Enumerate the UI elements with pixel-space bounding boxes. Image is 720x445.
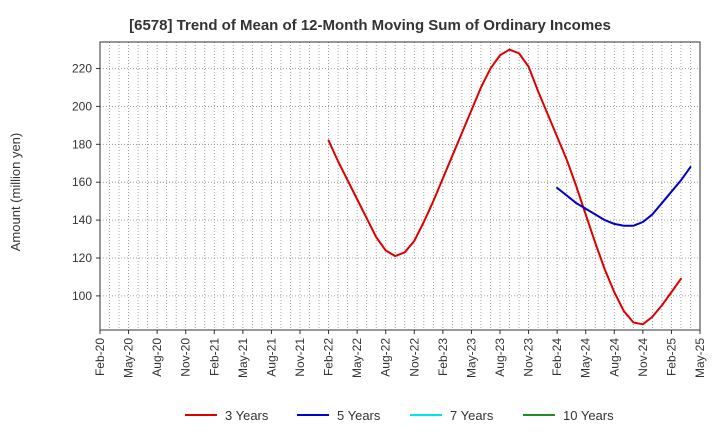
y-tick-label: 100 (72, 289, 92, 303)
x-tick-label: May-20 (122, 338, 136, 378)
x-tick-label: Feb-25 (664, 338, 678, 376)
legend: 3 Years 5 Years 7 Years 10 Years (185, 408, 614, 423)
x-tick-label: Aug-20 (150, 338, 164, 377)
grid-layer (100, 42, 700, 330)
x-tick-label: May-24 (579, 338, 593, 378)
chart-title: [6578] Trend of Mean of 12-Month Moving … (129, 17, 611, 34)
legend-label-5-years: 5 Years (337, 408, 381, 423)
legend-label-7-years: 7 Years (450, 408, 494, 423)
y-tick-label: 180 (72, 137, 92, 151)
y-axis-label: Amount (million yen) (8, 133, 23, 252)
plot-frame (99, 41, 701, 331)
tick-layer: 100 120 140 160 180 200 220 Feb-20 May-20 Aug-20 N… (72, 62, 707, 378)
x-tick-label: Feb-24 (550, 338, 564, 376)
legend-label-3-years: 3 Years (225, 408, 269, 423)
x-tick-label: Nov-24 (636, 338, 650, 377)
x-tick-label: Aug-22 (379, 338, 393, 377)
x-tick-label: Aug-23 (493, 338, 507, 377)
x-tick-label: Feb-22 (322, 338, 336, 376)
series-layer (327, 48, 692, 326)
x-tick-label: Nov-23 (522, 338, 536, 377)
x-tick-label: May-25 (693, 338, 707, 378)
series-line-3-years (327, 48, 682, 326)
x-tick-label: Feb-23 (436, 338, 450, 376)
x-tick-label: May-22 (350, 338, 364, 378)
x-tick-label: Feb-21 (207, 338, 221, 376)
x-tick-label: Aug-21 (264, 338, 278, 377)
y-tick-label: 120 (72, 251, 92, 265)
legend-label-10-years: 10 Years (563, 408, 614, 423)
y-tick-label: 160 (72, 175, 92, 189)
y-tick-label: 140 (72, 213, 92, 227)
x-tick-label: Nov-21 (293, 338, 307, 377)
y-tick-label: 200 (72, 99, 92, 113)
series-line-5-years (556, 166, 692, 227)
x-tick-label: Feb-20 (93, 338, 107, 376)
x-tick-label: May-21 (236, 338, 250, 378)
x-tick-label: May-23 (464, 338, 478, 378)
x-tick-label: Nov-22 (407, 338, 421, 377)
x-tick-label: Nov-20 (179, 338, 193, 377)
x-tick-label: Aug-24 (607, 338, 621, 377)
y-tick-label: 220 (72, 62, 92, 76)
